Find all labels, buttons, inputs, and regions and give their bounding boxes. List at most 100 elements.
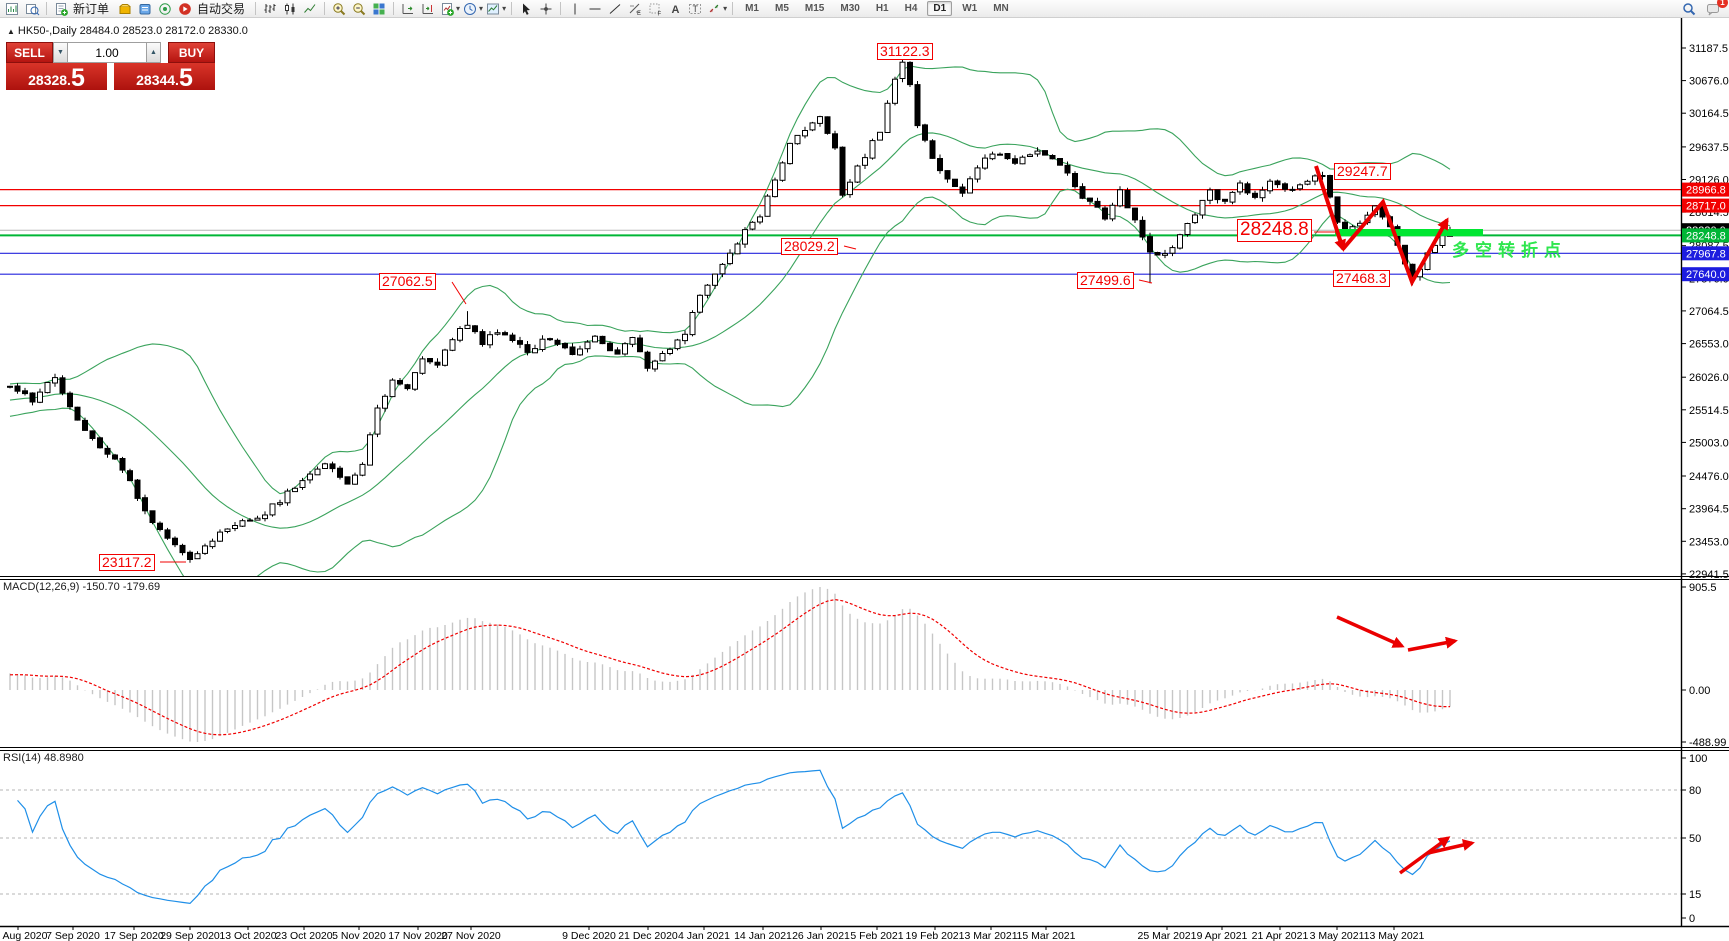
tile-windows-button[interactable] (370, 1, 388, 17)
chart-shift-button[interactable] (419, 1, 437, 17)
one-click-trading-panel: SELL ▼ 1.00 ▲ BUY 28328. 5 28344. 5 (6, 42, 215, 90)
price-badge-label: 27967.8 (1686, 248, 1726, 260)
price-tick-label: 27064.5 (1689, 306, 1729, 318)
date-tick-label: 26 Jan 2021 (792, 930, 850, 941)
price-badge-label: 27640.0 (1686, 269, 1726, 281)
price-badge (1682, 228, 1729, 243)
signals-button[interactable] (156, 1, 174, 17)
toolbar-separator (732, 2, 734, 15)
date-tick-label: 25 Mar 2021 (1138, 930, 1197, 941)
bar-chart-icon (264, 3, 276, 13)
arrows-button[interactable]: ▾ (706, 1, 727, 17)
price-tick-label: 29637.5 (1689, 142, 1729, 154)
timeframe-m15[interactable]: M15 (804, 3, 825, 14)
bar-chart-button[interactable] (261, 1, 279, 17)
timeframe-m5[interactable]: M5 (775, 3, 789, 14)
chinese-annotation-text[interactable]: 多空转折点 (1452, 241, 1567, 260)
sell-price[interactable]: 28328. 5 (6, 63, 107, 90)
buy-price[interactable]: 28344. 5 (114, 63, 215, 90)
text-label-button[interactable]: T (686, 1, 704, 17)
auto-scroll-button[interactable] (399, 1, 417, 17)
price-badge-label: 28248.8 (1686, 230, 1726, 242)
timeframe-m1[interactable]: M1 (745, 3, 759, 14)
date-tick-label: 21 Apr 2021 (1252, 930, 1309, 941)
timeframe-m30[interactable]: M30 (840, 3, 860, 14)
toolbar-separator (511, 2, 513, 15)
bollinger-lower-line (9, 188, 1451, 576)
toolbar-separator (324, 2, 326, 15)
date-tick-label: 14 Jan 2021 (734, 930, 792, 941)
text-label-icon: T (689, 3, 702, 14)
trendline-button[interactable] (606, 1, 624, 17)
data-window-button[interactable] (136, 1, 154, 17)
price-tick-label: 25514.5 (1689, 405, 1729, 417)
new-chart-button[interactable] (3, 1, 21, 17)
chevron-down-icon: ▾ (479, 4, 484, 13)
svg-text:A: A (672, 4, 680, 16)
timeframe-mn[interactable]: MN (993, 3, 1009, 14)
search-icon (1683, 2, 1696, 15)
volume-input[interactable]: 1.00 (68, 42, 146, 63)
symbol-ohlc-text: HK50-,Daily 28484.0 28523.0 28172.0 2833… (17, 25, 248, 37)
autotrading-button[interactable] (176, 1, 194, 17)
candlestick-chart-button[interactable] (281, 1, 299, 17)
date-tick-label: 29 Sep 2020 (160, 930, 220, 941)
zoom-in-button[interactable] (330, 1, 348, 17)
fibonacci-button[interactable]: E (626, 1, 644, 17)
timeframe-w1[interactable]: W1 (962, 3, 978, 14)
rsi-red-arrow-0 (1398, 836, 1451, 875)
zoom-out-button[interactable] (350, 1, 368, 17)
price-tick-label: 26553.0 (1689, 339, 1729, 351)
cursor-button[interactable] (517, 1, 535, 17)
auto-scroll-icon (402, 3, 414, 14)
timeframe-h4[interactable]: H4 (904, 3, 918, 14)
chevron-down-icon: ▾ (456, 4, 461, 13)
periods-button[interactable]: ▾ (462, 1, 483, 17)
new-order-icon (56, 2, 68, 16)
market-depth-button[interactable] (116, 1, 134, 17)
date-tick-label: 5 Nov 2020 (332, 930, 386, 941)
buy-price-big: 5 (178, 63, 193, 92)
sell-button[interactable]: SELL (6, 42, 53, 63)
vertical-line-icon (574, 3, 576, 14)
templates-button[interactable]: ▾ (485, 1, 506, 17)
search-button[interactable] (1680, 1, 1698, 17)
timeframe-d1[interactable]: D1 (927, 1, 953, 16)
symbol-collapse-icon[interactable]: ▲ (7, 27, 15, 36)
rsi-tick-label: 0 (1689, 913, 1695, 925)
date-tick-label: 23 Oct 2020 (275, 930, 332, 941)
data-window-icon (139, 3, 151, 14)
new-order-button[interactable] (52, 1, 70, 17)
chart-profiles-button[interactable] (23, 1, 41, 17)
candles (7, 52, 1453, 563)
vertical-line-button[interactable] (566, 1, 584, 17)
price-tick-label: 24476.0 (1689, 471, 1729, 483)
toolbar-separator (560, 2, 562, 15)
fibonacci-icon: E (629, 3, 641, 17)
bollinger-bands (9, 65, 1451, 576)
macd-red-arrow-1 (1407, 636, 1458, 652)
notifications-button[interactable]: 1 (1704, 0, 1728, 17)
volume-down-button[interactable]: ▼ (53, 42, 68, 63)
crosshair-button[interactable] (537, 1, 555, 17)
buy-button[interactable]: BUY (168, 42, 215, 63)
timeframe-h1[interactable]: H1 (875, 3, 889, 14)
tile-windows-icon (373, 3, 385, 14)
bollinger-upper-line (9, 65, 1451, 495)
price-axis[interactable]: 31187.530676.030164.529637.529126.028614… (1681, 43, 1729, 581)
price-tick-label: 25003.0 (1689, 437, 1729, 449)
date-tick-label: 17 Sep 2020 (104, 930, 164, 941)
equidistant-grid-button[interactable]: F (646, 1, 664, 17)
text-button[interactable]: A (666, 1, 684, 17)
indicator-axes: 905.5 0.00 -488.99 100 80 50 15 0 (1681, 582, 1726, 925)
horizontal-line-button[interactable] (586, 1, 604, 17)
indicators-button[interactable]: ▾ (439, 1, 460, 17)
line-chart-button[interactable] (301, 1, 319, 17)
rsi-tick-label: 100 (1689, 753, 1707, 765)
zoom-in-icon (333, 2, 346, 15)
volume-up-button[interactable]: ▲ (146, 42, 161, 63)
svg-text:T: T (693, 4, 699, 14)
date-tick-label: 4 Jan 2021 (678, 930, 730, 941)
